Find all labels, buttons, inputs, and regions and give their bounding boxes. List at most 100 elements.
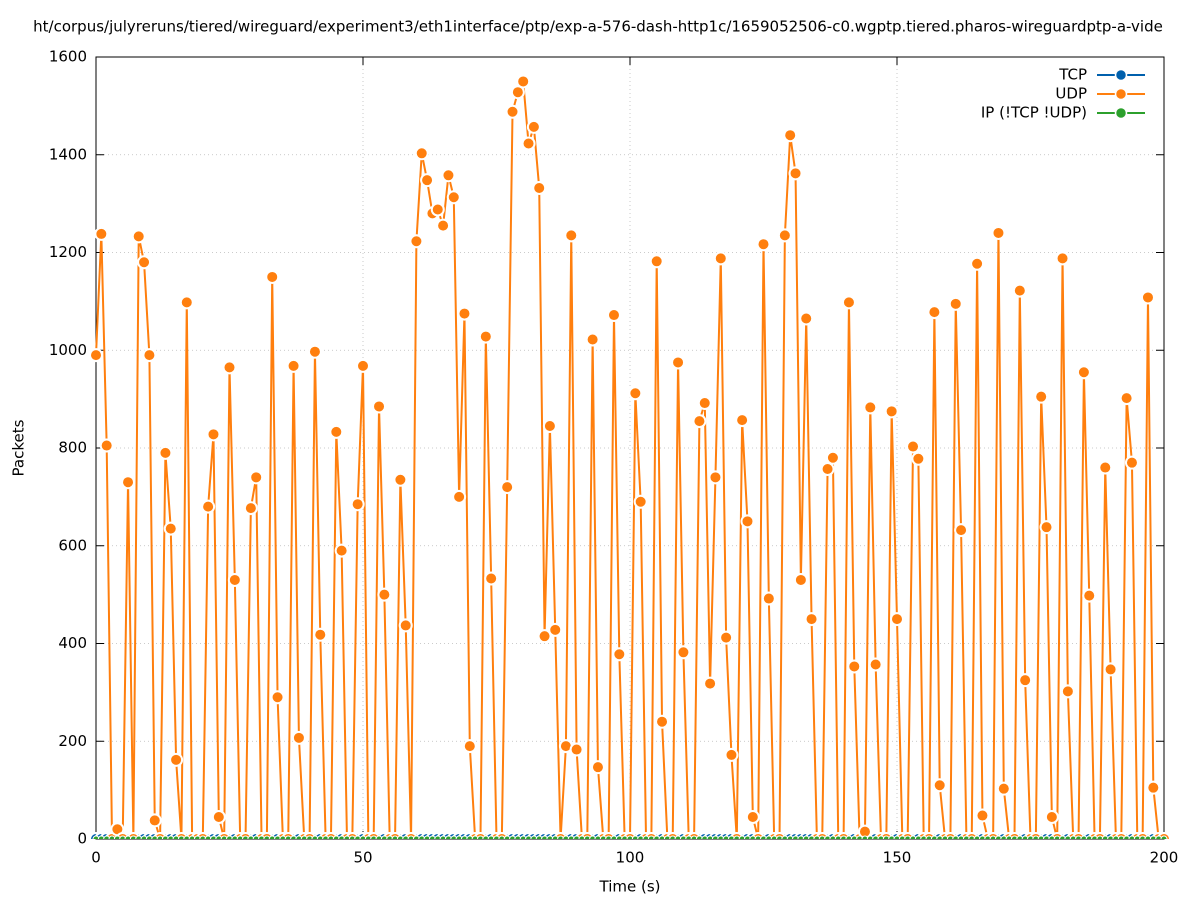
- data-point: [781, 835, 789, 839]
- data-point: [548, 622, 563, 637]
- data-point: [647, 835, 655, 839]
- data-point: [719, 630, 734, 645]
- y-tick-label: 400: [58, 634, 87, 652]
- data-point: [1037, 835, 1045, 839]
- data-point: [350, 497, 365, 512]
- data-point: [359, 835, 367, 839]
- data-point: [295, 835, 303, 839]
- data-point: [300, 835, 308, 839]
- data-point: [1149, 835, 1157, 839]
- data-point: [606, 308, 621, 323]
- data-point: [103, 835, 111, 839]
- data-point: [1117, 835, 1125, 839]
- data-point: [525, 835, 533, 839]
- data-point: [724, 747, 739, 762]
- data-point: [628, 386, 643, 401]
- data-point: [1144, 835, 1152, 839]
- data-point: [199, 835, 207, 839]
- data-point: [557, 835, 565, 839]
- data-point: [179, 295, 194, 310]
- data-point: [140, 835, 148, 839]
- data-point: [952, 835, 960, 839]
- data-point: [925, 835, 933, 839]
- data-point: [514, 835, 522, 839]
- data-point: [820, 462, 835, 477]
- data-point: [137, 255, 152, 270]
- data-point: [973, 835, 981, 839]
- data-point: [386, 835, 394, 839]
- data-point: [1048, 835, 1056, 839]
- y-tick-label: 1200: [49, 243, 87, 261]
- data-point: [970, 256, 985, 271]
- data-point: [414, 146, 429, 161]
- data-point: [402, 835, 410, 839]
- data-point: [674, 835, 682, 839]
- data-point: [760, 835, 767, 839]
- data-point: [909, 835, 917, 839]
- data-point: [1010, 835, 1018, 839]
- legend-marker: [1114, 68, 1128, 82]
- data-point: [226, 835, 233, 839]
- data-point: [535, 835, 543, 839]
- data-point: [845, 835, 853, 839]
- data-point: [756, 237, 771, 252]
- data-point: [578, 835, 586, 839]
- data-point: [708, 470, 723, 485]
- data-point: [957, 835, 965, 839]
- data-point: [669, 835, 677, 839]
- legend-label: TCP: [1058, 66, 1087, 84]
- data-point: [532, 180, 547, 195]
- data-point: [911, 451, 926, 466]
- x-axis-label: Time (s): [599, 878, 661, 896]
- data-point: [1034, 389, 1049, 404]
- data-point: [364, 835, 372, 839]
- data-point: [242, 835, 250, 839]
- x-tick-label: 50: [353, 849, 372, 867]
- data-point: [1155, 835, 1163, 839]
- data-point: [868, 657, 883, 672]
- data-point: [788, 166, 803, 181]
- data-point: [377, 587, 392, 602]
- data-point: [1076, 365, 1091, 380]
- data-point: [610, 835, 618, 839]
- data-point: [888, 835, 896, 839]
- data-point: [1112, 835, 1120, 839]
- data-point: [1128, 835, 1136, 839]
- data-point: [930, 835, 938, 839]
- data-point: [161, 835, 169, 839]
- data-point: [717, 835, 725, 839]
- data-point: [996, 781, 1011, 796]
- data-point: [1101, 835, 1109, 839]
- data-point: [428, 835, 436, 839]
- data-point: [904, 835, 912, 839]
- data-point: [642, 835, 650, 839]
- data-point: [334, 543, 349, 558]
- data-point: [412, 835, 420, 839]
- data-point: [1082, 588, 1097, 603]
- data-point: [906, 439, 921, 454]
- data-point: [460, 835, 468, 839]
- data-point: [551, 835, 559, 839]
- data-point: [409, 234, 424, 249]
- data-point: [158, 445, 173, 460]
- data-point: [733, 835, 741, 839]
- data-point: [313, 627, 328, 642]
- data-point: [521, 136, 536, 151]
- x-tick-label: 200: [1150, 849, 1179, 867]
- data-point: [1107, 835, 1115, 839]
- data-point: [131, 229, 146, 244]
- data-point: [786, 835, 794, 839]
- data-point: [1032, 835, 1040, 839]
- data-point: [936, 835, 944, 839]
- data-point: [946, 835, 954, 839]
- data-point: [984, 835, 992, 839]
- data-point: [284, 835, 292, 839]
- data-point: [249, 470, 264, 485]
- data-point: [418, 835, 426, 839]
- data-point: [119, 835, 127, 839]
- data-point: [1146, 780, 1161, 795]
- data-point: [455, 835, 463, 839]
- data-point: [676, 645, 691, 660]
- data-point: [500, 480, 515, 495]
